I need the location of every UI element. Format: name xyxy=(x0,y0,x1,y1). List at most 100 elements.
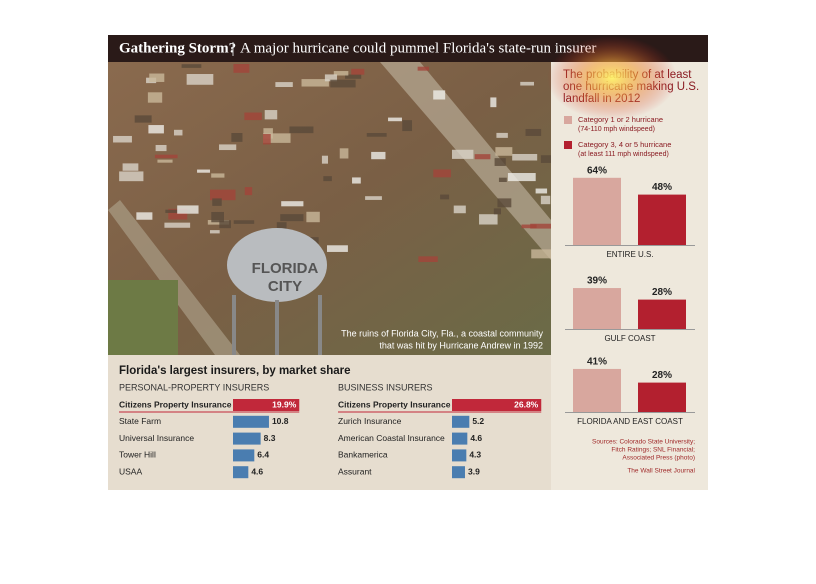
debris xyxy=(535,188,548,194)
value-label: 4.3 xyxy=(469,450,481,460)
debris xyxy=(453,205,466,214)
debris xyxy=(388,117,402,122)
legend-note: (74-110 mph windspeed) xyxy=(578,126,655,133)
debris xyxy=(263,128,273,139)
grass xyxy=(108,280,178,355)
road xyxy=(380,62,551,260)
debris xyxy=(275,82,293,87)
debris xyxy=(211,173,225,178)
bar xyxy=(233,449,255,462)
bar xyxy=(452,399,542,411)
debris xyxy=(433,90,446,100)
title: Gathering Storm? xyxy=(119,40,236,56)
debris xyxy=(451,149,474,159)
bar xyxy=(233,415,269,428)
debris xyxy=(498,177,507,182)
bar xyxy=(573,288,621,329)
value-label: 4.6 xyxy=(251,466,263,476)
debris xyxy=(281,201,304,207)
debris xyxy=(418,256,438,263)
debris xyxy=(280,214,304,222)
debris xyxy=(306,211,320,223)
debris xyxy=(244,187,253,196)
tower-leg xyxy=(275,300,279,355)
source: Associated Press (photo) xyxy=(622,455,695,462)
debris xyxy=(155,144,167,152)
value-label: 6.4 xyxy=(257,450,269,460)
debris xyxy=(177,205,199,214)
tower-text: FLORIDA xyxy=(252,260,319,277)
right-panel xyxy=(551,62,708,490)
subtitle: A major hurricane could pummel Florida's… xyxy=(240,40,596,56)
row-label: Bankamerica xyxy=(338,450,388,460)
debris xyxy=(321,155,329,164)
debris xyxy=(164,222,191,228)
debris xyxy=(122,163,139,171)
bar xyxy=(233,399,300,411)
debris xyxy=(330,79,356,88)
bar xyxy=(452,415,470,428)
debris xyxy=(119,171,144,182)
debris xyxy=(402,120,413,132)
debris xyxy=(210,189,236,201)
debris xyxy=(219,220,231,229)
debris xyxy=(263,133,291,143)
debris xyxy=(148,125,164,134)
bar xyxy=(573,177,621,245)
category-label: ENTIRE U.S. xyxy=(606,250,653,259)
debris xyxy=(207,220,230,225)
debris xyxy=(219,144,237,151)
section-title: PERSONAL-PROPERTY INSURERS xyxy=(119,382,269,392)
debris xyxy=(540,195,551,205)
debris xyxy=(113,135,132,143)
bar xyxy=(233,432,261,445)
debris xyxy=(149,73,165,82)
debris xyxy=(168,208,188,220)
legend-note: (at least 111 mph windspeed) xyxy=(578,151,669,158)
insurers-title: Florida's largest insurers, by market sh… xyxy=(119,365,351,377)
row-label: Zurich Insurance xyxy=(338,416,402,426)
debris xyxy=(147,92,163,103)
debris xyxy=(212,198,222,206)
value-label: 10.8 xyxy=(272,416,289,426)
value-label: 8.3 xyxy=(264,433,276,443)
debris xyxy=(520,81,535,86)
debris xyxy=(345,74,362,79)
debris xyxy=(197,169,210,173)
tower-leg xyxy=(318,295,322,355)
debris xyxy=(323,176,332,182)
photo: FLORIDA CITY The ruins of Florida City, … xyxy=(108,62,567,355)
debris xyxy=(231,133,243,142)
debris xyxy=(493,208,501,215)
debris xyxy=(495,147,513,156)
bar xyxy=(452,432,468,445)
row-label: Tower Hill xyxy=(119,450,156,460)
row-label: Assurant xyxy=(338,466,372,476)
debris xyxy=(512,153,538,161)
value-label: 64% xyxy=(587,165,607,176)
debris xyxy=(154,154,178,159)
debris xyxy=(497,198,512,208)
debris xyxy=(209,230,220,234)
debris xyxy=(417,66,430,71)
bar xyxy=(638,194,686,245)
debris xyxy=(157,159,173,163)
debris xyxy=(301,79,329,87)
debris xyxy=(352,177,361,184)
debris xyxy=(490,97,497,108)
debris xyxy=(496,132,508,138)
debris xyxy=(525,128,542,136)
debris xyxy=(440,194,450,200)
source: The Wall Street Journal xyxy=(627,468,695,475)
row-label: USAA xyxy=(119,466,142,476)
legend-swatch xyxy=(564,141,572,149)
photo-caption: The ruins of Florida City, Fla., a coast… xyxy=(341,328,543,338)
debris xyxy=(371,151,386,160)
debris xyxy=(365,196,382,200)
debris xyxy=(339,148,349,159)
highlight-glow xyxy=(547,36,677,120)
debris xyxy=(136,212,153,220)
debris xyxy=(211,211,224,223)
row-label: Universal Insurance xyxy=(119,433,194,443)
bar xyxy=(638,382,686,412)
